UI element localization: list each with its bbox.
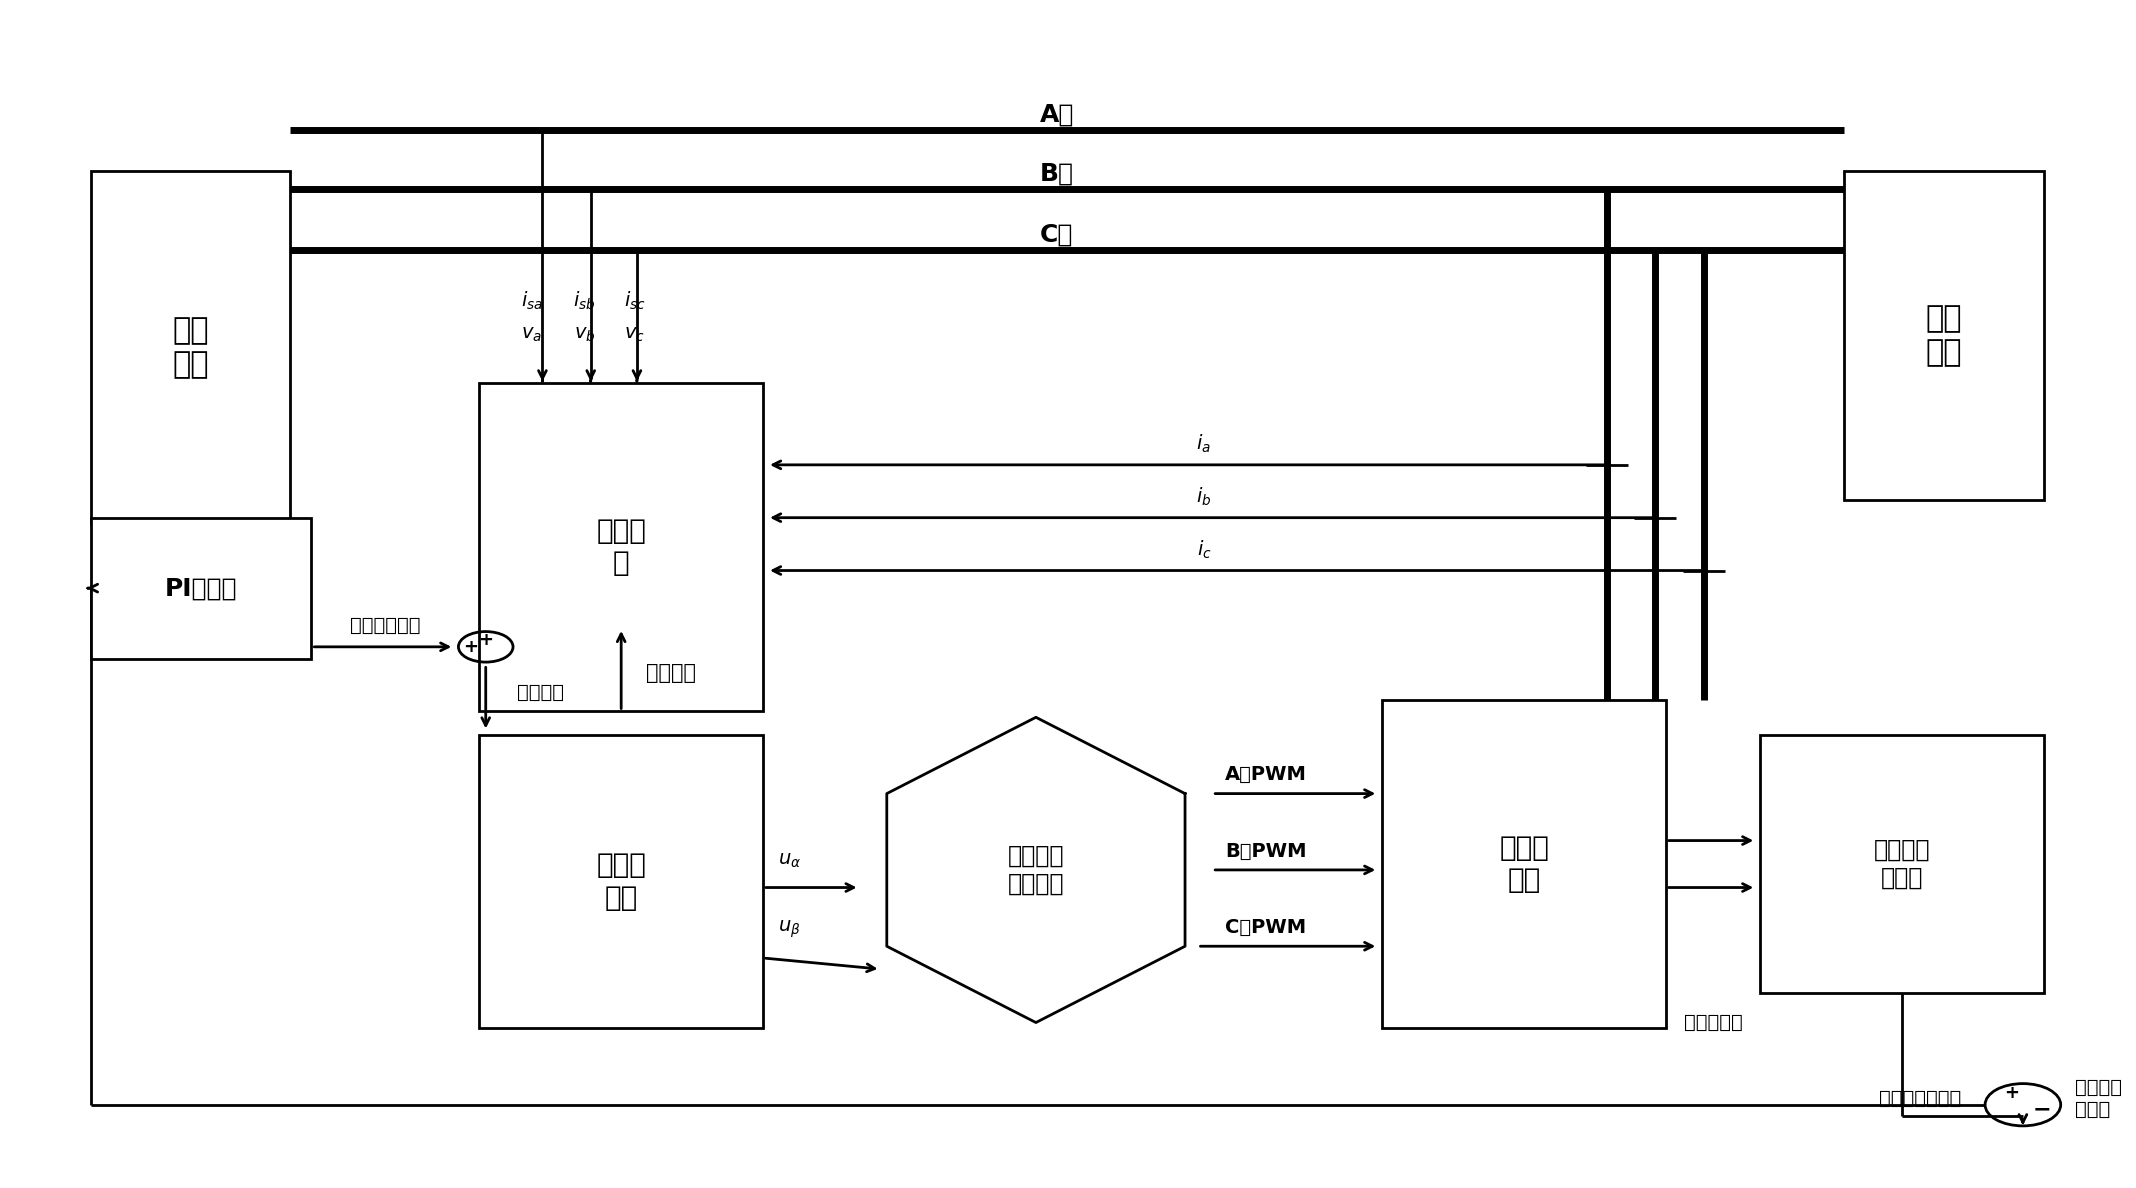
Text: 指令电流: 指令电流 (517, 683, 564, 702)
Text: 测量直流
侧电压: 测量直流 侧电压 (1873, 839, 1931, 890)
FancyBboxPatch shape (478, 735, 763, 1029)
Text: C相: C相 (1040, 222, 1074, 247)
Text: 谐波电流: 谐波电流 (647, 663, 696, 683)
Text: +: + (478, 631, 493, 649)
Text: 可变
负载: 可变 负载 (1927, 304, 1963, 367)
FancyBboxPatch shape (92, 171, 290, 524)
Text: $i_a$: $i_a$ (1196, 432, 1211, 455)
Text: 谐波检
测: 谐波检 测 (596, 517, 645, 577)
Text: A相PWM: A相PWM (1224, 765, 1307, 784)
Text: 直流侧电压差值: 直流侧电压差值 (1880, 1089, 1961, 1108)
Text: B相: B相 (1040, 162, 1074, 185)
Text: $i_b$: $i_b$ (1196, 486, 1211, 507)
Text: +: + (2004, 1085, 2019, 1102)
FancyBboxPatch shape (1843, 171, 2044, 500)
Text: 三相
电源: 三相 电源 (173, 316, 209, 379)
FancyBboxPatch shape (1382, 700, 1666, 1029)
Text: PI调节器: PI调节器 (164, 576, 237, 600)
Text: $v_a$: $v_a$ (521, 324, 543, 343)
FancyBboxPatch shape (92, 518, 312, 658)
Text: C相PWM: C相PWM (1224, 918, 1305, 937)
Text: 滑模控
制器: 滑模控 制器 (596, 852, 645, 912)
Text: 基波有功电流: 基波有功电流 (350, 617, 421, 636)
Text: −: − (2033, 1099, 2051, 1119)
Text: B相PWM: B相PWM (1224, 841, 1307, 860)
Text: $i_c$: $i_c$ (1196, 538, 1211, 561)
Text: 直流侧电压: 直流侧电压 (1683, 1013, 1743, 1032)
Text: 变流器
模块: 变流器 模块 (1499, 834, 1549, 895)
Text: 直流侧目
标电压: 直流侧目 标电压 (2076, 1079, 2123, 1119)
Text: $i_{sb}$: $i_{sb}$ (572, 290, 596, 312)
Text: +: + (464, 638, 478, 656)
Text: A相: A相 (1040, 103, 1074, 127)
Text: $u_\beta$: $u_\beta$ (778, 918, 801, 941)
FancyBboxPatch shape (1760, 735, 2044, 993)
Text: $v_b$: $v_b$ (575, 324, 596, 343)
FancyBboxPatch shape (478, 383, 763, 712)
Text: $i_{sa}$: $i_{sa}$ (521, 290, 543, 312)
Text: $i_{sc}$: $i_{sc}$ (624, 290, 645, 312)
Text: $v_c$: $v_c$ (624, 324, 645, 343)
Text: 空间矢量
调制模块: 空间矢量 调制模块 (1008, 843, 1064, 896)
Text: $u_\alpha$: $u_\alpha$ (778, 851, 801, 870)
